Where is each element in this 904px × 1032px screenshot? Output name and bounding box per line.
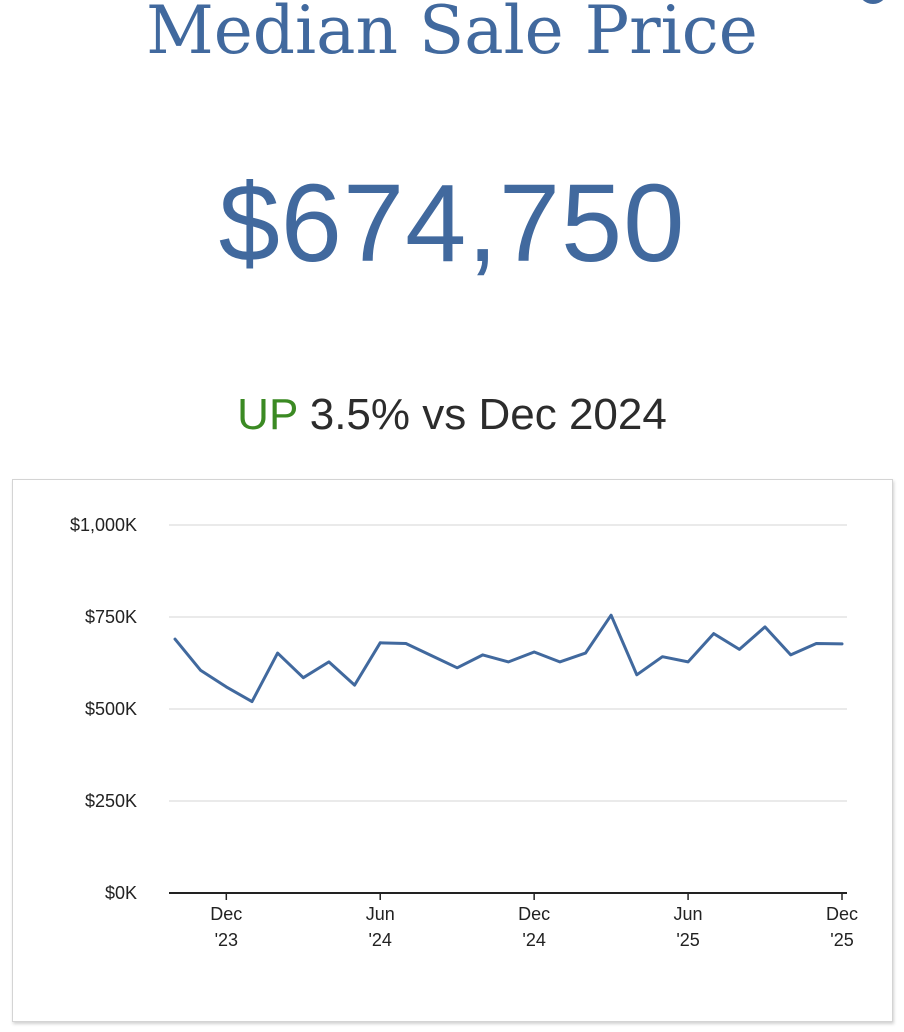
data-point[interactable] [225, 685, 228, 689]
data-point[interactable] [712, 632, 715, 635]
data-point[interactable] [661, 655, 664, 658]
series-line [173, 613, 844, 704]
x-tick-labels: Dec '23 Jun '24 Dec '24 Jun '25 Dec '25 [210, 904, 858, 950]
data-point[interactable] [815, 642, 818, 645]
data-point[interactable] [507, 660, 510, 664]
x-tick-label-month: Jun [366, 904, 395, 924]
data-point[interactable] [199, 669, 202, 672]
x-tick-label-month: Jun [674, 904, 703, 924]
data-point[interactable] [635, 673, 638, 676]
x-tick-label-month: Dec [826, 904, 858, 924]
y-tick-label: $0K [105, 883, 137, 903]
y-tick-label: $250K [85, 791, 137, 811]
page-title: Median Sale Price [146, 0, 758, 69]
info-icon[interactable] [858, 0, 888, 4]
data-point[interactable] [609, 613, 613, 617]
median-price-value: $674,750 [218, 162, 686, 285]
data-point[interactable] [481, 653, 485, 657]
change-text: 3.5% vs Dec 2024 [309, 390, 667, 439]
data-point[interactable] [532, 650, 536, 654]
data-point[interactable] [276, 651, 279, 655]
y-tick-label: $500K [85, 699, 137, 719]
data-point[interactable] [686, 660, 690, 664]
x-tick-label-year: '24 [368, 930, 391, 950]
x-axis [169, 892, 847, 900]
x-tick-label-year: '25 [676, 930, 699, 950]
data-point[interactable] [302, 676, 305, 679]
y-tick-label: $1,000K [70, 515, 137, 535]
data-point[interactable] [738, 648, 741, 651]
series-layer [173, 613, 844, 704]
data-point[interactable] [250, 700, 254, 703]
data-point[interactable] [789, 653, 792, 657]
median-price-chart: $0K$250K$500K$750K$1,000K Dec'23Jun'24De… [70, 515, 858, 950]
data-point[interactable] [379, 641, 382, 644]
data-point[interactable] [353, 683, 356, 687]
x-tick-label-year: '24 [522, 930, 545, 950]
x-tick-label-year: '25 [830, 930, 853, 950]
y-tick-label: $750K [85, 607, 137, 627]
data-point[interactable] [404, 642, 408, 645]
data-point[interactable] [840, 642, 844, 646]
data-point[interactable] [763, 625, 767, 629]
change-summary: UP 3.5% vs Dec 2024 [0, 390, 904, 440]
x-tick-label-year: '23 [215, 930, 238, 950]
chart-card: $0K $250K $500K $750K $1,000K Dec '23 Jun '24 De… [12, 479, 893, 1022]
y-tick-labels: $0K $250K $500K $750K $1,000K [70, 515, 137, 903]
x-tick-label-month: Dec [518, 904, 550, 924]
data-point[interactable] [173, 637, 177, 641]
x-tick-label-month: Dec [210, 904, 242, 924]
grid-lines [169, 524, 847, 802]
data-point[interactable] [455, 666, 459, 669]
data-point[interactable] [558, 660, 562, 664]
data-point[interactable] [430, 654, 433, 657]
data-point[interactable] [327, 660, 331, 664]
change-direction: UP [237, 390, 298, 439]
data-point[interactable] [584, 651, 587, 655]
